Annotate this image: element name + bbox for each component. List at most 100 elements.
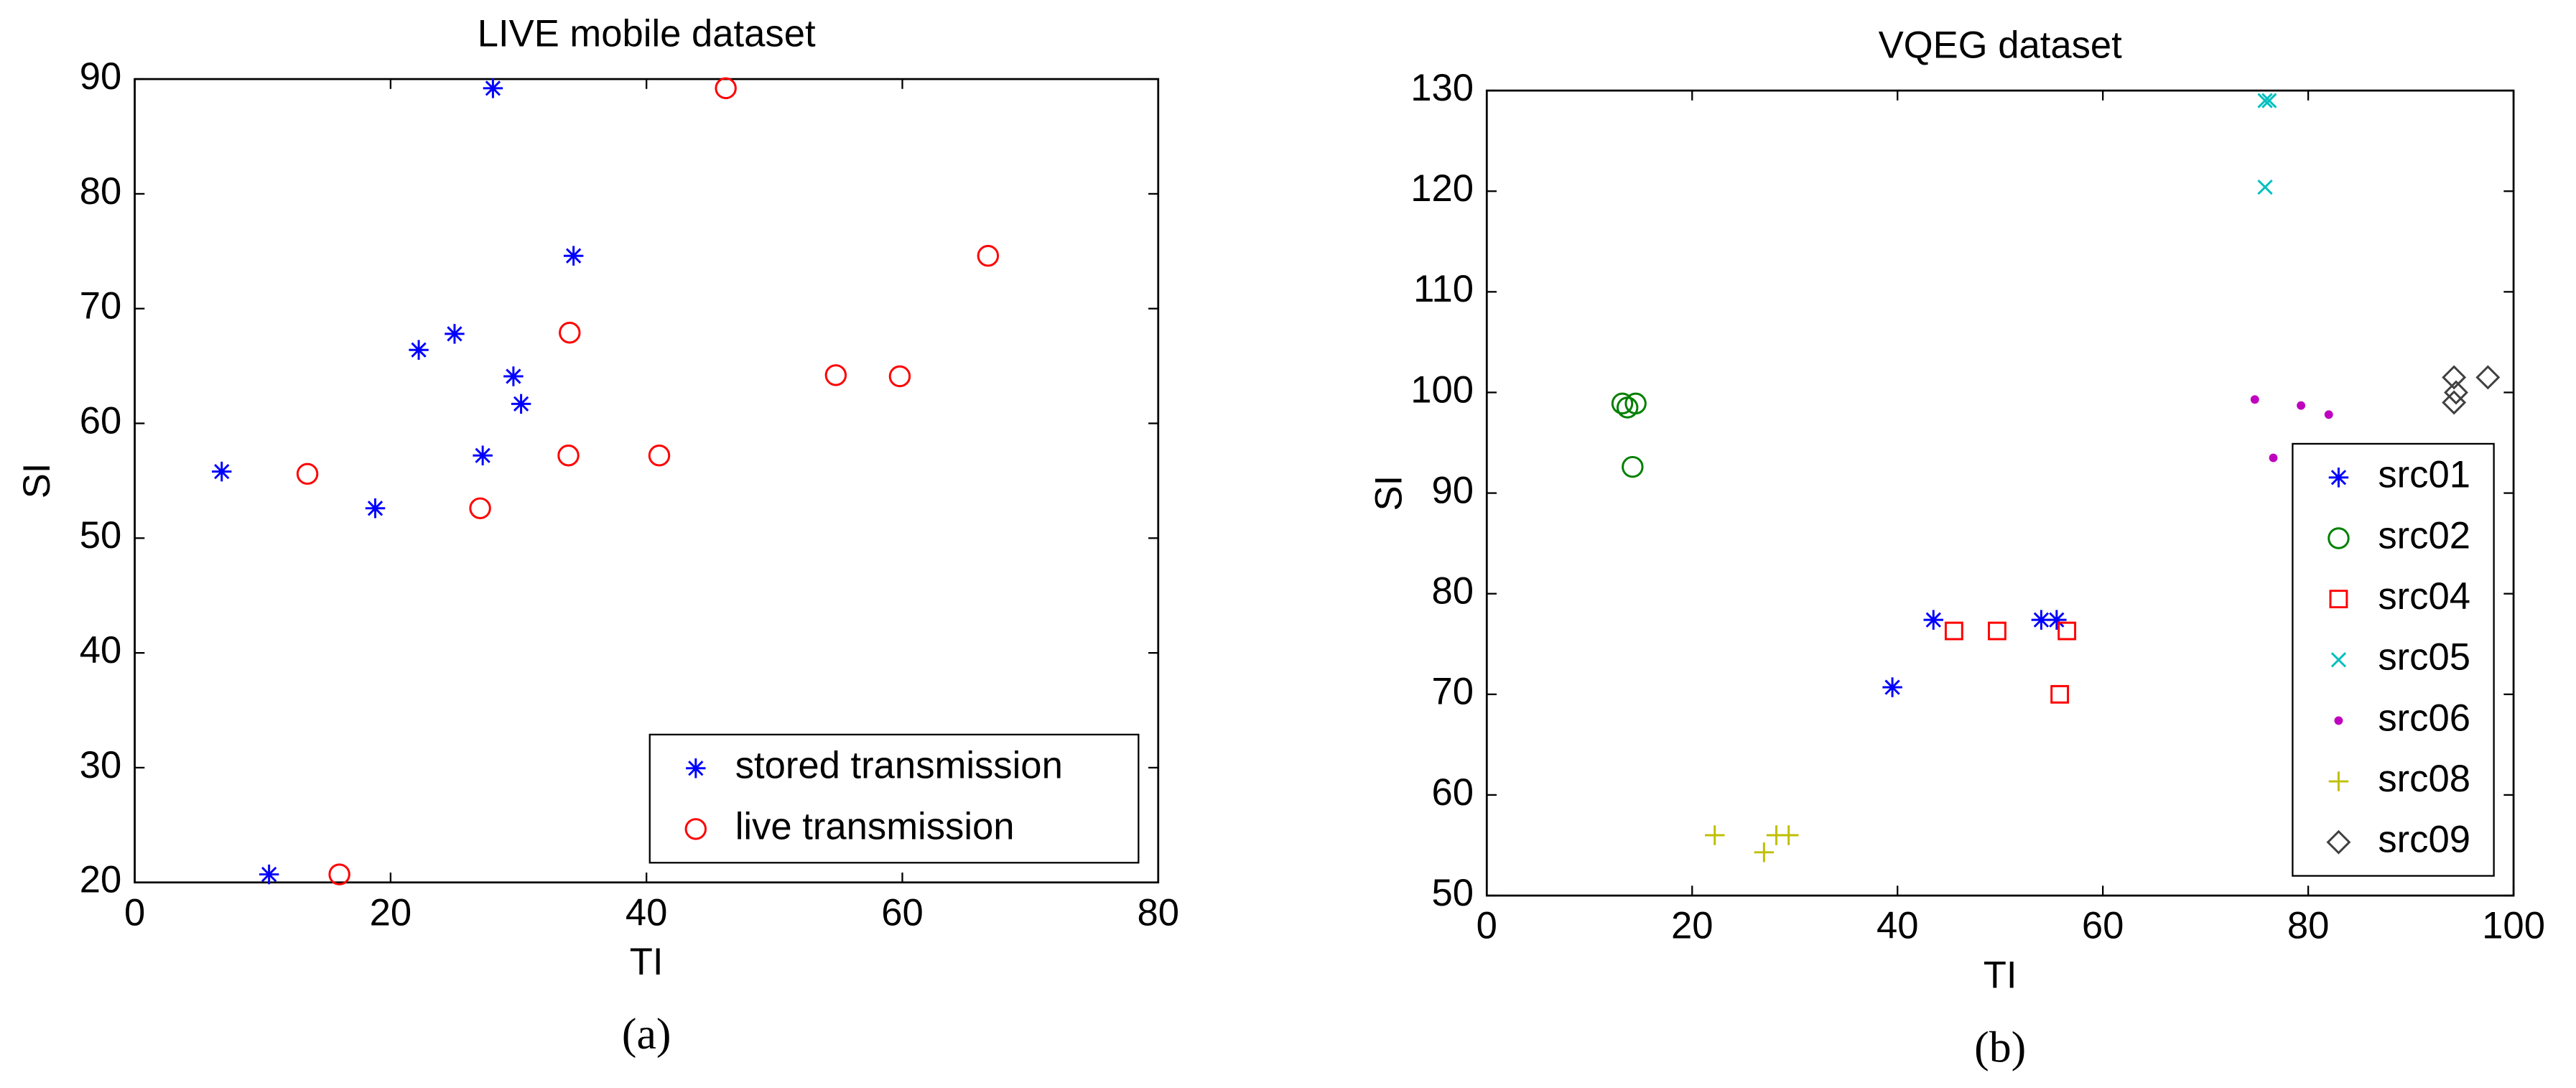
y-tick-label: 50 [1431,872,1474,914]
y-tick-label: 30 [80,744,122,786]
legend [2292,442,2495,877]
legend-marker [2329,590,2348,609]
x-axis-label: TI [1984,954,2017,996]
marker [2047,610,2067,630]
legend-marker [686,758,706,778]
legend-label: src08 [2378,758,2470,800]
chart-title: VQEG dataset [1879,24,2123,67]
marker [503,366,524,386]
x-tick-label: 80 [1138,891,1180,934]
legend-marker [2328,771,2349,791]
y-tick-label: 60 [80,399,122,442]
legend-label: src04 [2378,575,2470,618]
y-tick-label: 70 [1431,671,1474,713]
y-tick-label: 90 [80,55,122,98]
legend-marker [2328,527,2350,549]
marker [473,445,493,465]
legend-marker [2334,716,2343,725]
marker [328,863,350,885]
marker [2475,365,2501,390]
legend-label: src01 [2378,454,2470,496]
legend-marker [2326,829,2351,855]
marker [2324,410,2333,419]
marker [1923,610,1943,630]
marker [1778,825,1799,845]
marker [977,244,1000,267]
marker [1622,455,1644,478]
y-tick-label: 70 [80,285,122,327]
marker [2444,380,2468,405]
marker [1754,842,1775,863]
y-axis-label: SI [1368,475,1410,511]
x-tick-label: 0 [1477,905,1497,947]
y-tick-label: 110 [1413,268,1474,310]
marker [1987,621,2007,641]
marker [2297,401,2306,410]
y-tick-label: 90 [1431,469,1474,511]
legend-label: live transmission [735,805,1015,847]
legend [648,733,1140,864]
marker [1882,677,1902,697]
marker [2050,684,2070,704]
caption: (a) [622,1010,671,1059]
y-tick-label: 20 [80,859,122,901]
x-tick-label: 40 [626,891,668,934]
marker [2257,93,2273,108]
x-tick-label: 60 [2082,905,2124,947]
marker [1944,621,1963,641]
marker [212,461,232,482]
marker [2250,395,2259,404]
marker [559,322,581,344]
x-tick-label: 100 [2482,905,2545,947]
marker [2257,179,2273,195]
marker [259,864,279,885]
legend-label: src06 [2378,697,2470,739]
marker [715,77,737,100]
chart-title: LIVE mobile dataset [478,13,816,55]
marker [511,394,531,414]
x-tick-label: 20 [1671,905,1714,947]
x-tick-label: 40 [1877,905,1919,947]
marker [365,498,386,519]
y-tick-label: 80 [80,170,122,213]
marker [2442,365,2467,390]
y-tick-label: 60 [1431,771,1474,814]
marker [888,365,911,388]
legend-marker [2330,652,2347,668]
y-axis-label: SI [16,463,58,499]
legend-marker [684,818,707,840]
marker [483,78,503,98]
marker [445,324,465,344]
marker [824,364,847,386]
marker [563,246,584,266]
marker [409,340,429,360]
y-tick-label: 40 [80,629,122,671]
marker [2261,93,2277,108]
legend-label: src05 [2378,636,2470,679]
marker [2442,390,2467,415]
y-tick-label: 50 [80,514,122,557]
caption: (b) [1974,1023,2026,1072]
y-tick-label: 130 [1410,67,1474,109]
x-axis-label: TI [630,941,664,983]
x-tick-label: 80 [2287,905,2330,947]
marker [2057,621,2077,641]
marker [1624,392,1647,415]
marker [2269,453,2278,462]
y-tick-label: 100 [1410,368,1474,411]
x-tick-label: 0 [124,891,145,934]
legend-marker [2328,468,2349,488]
legend-label: src09 [2378,819,2470,861]
legend-label: src02 [2378,514,2470,557]
x-tick-label: 20 [370,891,412,934]
marker [1704,825,1725,845]
marker [1611,392,1634,415]
marker [296,462,319,485]
y-tick-label: 80 [1431,570,1474,613]
legend-label: stored transmission [735,745,1063,787]
y-tick-label: 120 [1410,167,1474,210]
marker [557,445,580,467]
marker [469,497,491,519]
marker [2031,610,2052,630]
